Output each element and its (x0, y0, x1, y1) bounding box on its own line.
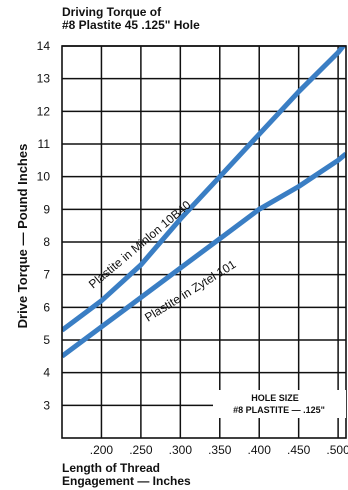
x-axis-label-line-1: Length of Thread (62, 461, 160, 475)
x-tick-label: .300 (169, 443, 193, 457)
chart-title-line-1: Driving Torque of (62, 5, 162, 19)
y-tick-label: 3 (43, 398, 50, 412)
x-tick-label: .200 (90, 443, 114, 457)
chart-title-line-2: #8 Plastite 45 .125" Hole (62, 18, 200, 32)
y-tick-label: 4 (43, 366, 50, 380)
x-tick-label: .250 (129, 443, 153, 457)
y-tick-label: 12 (37, 104, 51, 118)
y-tick-label: 6 (43, 300, 50, 314)
x-tick-labels: .200 .250 .300 .350 .400 .450 .500 (90, 443, 348, 457)
series-line-zytel (62, 151, 346, 359)
y-tick-label: 14 (37, 39, 51, 53)
series-label-zytel: Plastite in Zytel 101 (142, 257, 239, 325)
y-tick-label: 8 (43, 235, 50, 249)
y-tick-label: 13 (37, 72, 51, 86)
y-axis-label: Drive Torque — Pound Inches (15, 144, 30, 329)
x-axis-label-line-2: Engagement — Inches (62, 474, 191, 488)
x-tick-label: .450 (287, 443, 311, 457)
series-lines (62, 46, 346, 359)
annotation-hole-size: HOLE SIZE (251, 393, 299, 403)
grid (62, 45, 346, 438)
x-tick-label: .350 (208, 443, 232, 457)
annotation-box (213, 390, 346, 418)
y-tick-label: 11 (38, 137, 51, 151)
annotation-plastite: #8 PLASTITE — .125" (233, 405, 325, 415)
x-tick-label: .400 (248, 443, 272, 457)
series-line-minlon (62, 46, 346, 333)
y-tick-label: 7 (43, 268, 50, 282)
x-tick-label: .500 (326, 443, 348, 457)
y-tick-labels: 3 4 5 6 7 8 9 10 11 12 13 14 (37, 39, 51, 412)
y-tick-label: 9 (43, 202, 50, 216)
y-tick-label: 5 (43, 333, 50, 347)
plot-frame (61, 45, 347, 439)
y-tick-label: 10 (37, 170, 51, 184)
